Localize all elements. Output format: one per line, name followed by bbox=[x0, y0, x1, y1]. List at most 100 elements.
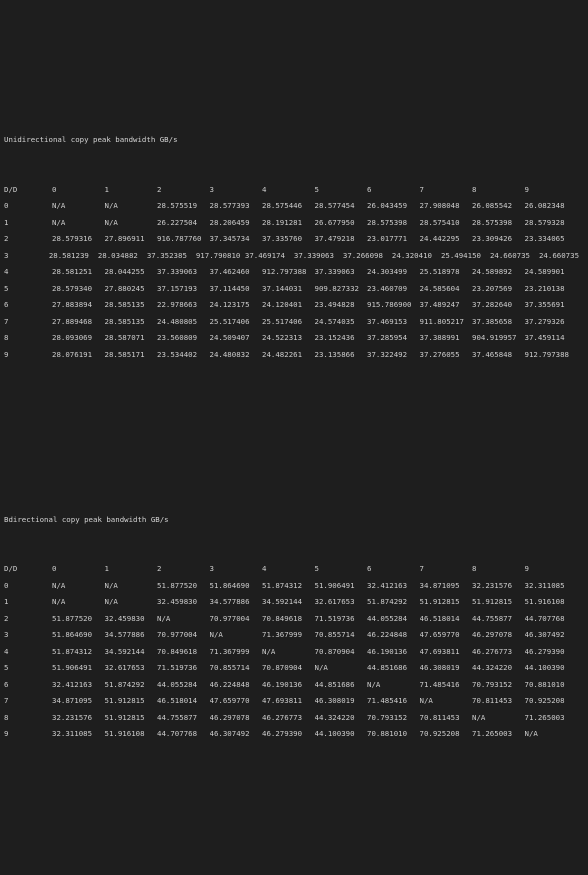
table-cell: 24.123175 bbox=[209, 300, 250, 309]
header-cell: 4 bbox=[262, 184, 267, 194]
table-cell: 34.871095 bbox=[419, 580, 460, 590]
row-label-cell: 3 bbox=[4, 630, 9, 639]
row-label-cell: 4 bbox=[4, 646, 9, 656]
table-cell: N/A bbox=[104, 597, 118, 606]
table-cell: 28.587071 bbox=[104, 333, 145, 342]
table-row: 9 28.076191 28.585171 23.534402 24.480832 24.… bbox=[4, 347, 588, 364]
table-cell: 24.589892 bbox=[472, 267, 513, 276]
header-cell: 3 bbox=[209, 184, 214, 194]
table-cell: 24.574035 bbox=[314, 316, 355, 326]
table-cell: 44.755877 bbox=[157, 712, 198, 722]
header-cell: 2 bbox=[157, 564, 162, 573]
header-cell: 9 bbox=[524, 564, 529, 573]
table-cell: 25.494150 bbox=[440, 250, 481, 260]
table-row: 5 28.579340 27.880245 37.157193 37.114450 37.… bbox=[4, 281, 588, 298]
table-cell: 24.482261 bbox=[262, 349, 303, 359]
table-cell: 28.581251 bbox=[52, 267, 93, 276]
table-cell: 26.082348 bbox=[524, 201, 565, 210]
table-cell: 51.874312 bbox=[52, 646, 93, 656]
table-cell: 70.977004 bbox=[209, 613, 250, 623]
table-cell: 22.978663 bbox=[157, 300, 198, 309]
table-bidirectional: Bdirectional copy peak bandwidth GB/s D/… bbox=[4, 479, 588, 776]
row-label-cell: 1 bbox=[4, 217, 9, 227]
table-cell: 37.489247 bbox=[419, 300, 460, 309]
table-cell: N/A bbox=[157, 613, 171, 623]
table-cell: 26.043459 bbox=[367, 201, 408, 210]
table-row: 7 27.889468 28.585135 24.480805 25.517406 25.… bbox=[4, 314, 588, 331]
table-cell: 32.459830 bbox=[157, 597, 198, 606]
table-cell: N/A bbox=[52, 201, 66, 210]
table-cell: 904.919957 bbox=[472, 333, 517, 342]
table-body: D/D 0 1 2 3 4 5 6 7 8 9 0 N/A N/A 51.877520 51.864690 51… bbox=[4, 561, 588, 743]
table-row: 4 51.874312 34.592144 70.849618 71.367999 N/A… bbox=[4, 644, 588, 661]
table-cell: 25.517406 bbox=[209, 316, 250, 326]
table-cell: N/A bbox=[367, 679, 381, 689]
table-cell: 51.877520 bbox=[157, 580, 198, 590]
table-cell: 71.367999 bbox=[209, 646, 250, 656]
table-cell: 37.352385 bbox=[146, 250, 187, 260]
table-cell: 28.585135 bbox=[104, 316, 145, 326]
table-cell: 71.265003 bbox=[472, 729, 513, 738]
row-label-cell: 9 bbox=[4, 349, 9, 359]
header-cell: 1 bbox=[104, 564, 109, 573]
row-label-cell: 6 bbox=[4, 679, 9, 689]
table-cell: 32.231576 bbox=[52, 712, 93, 722]
table-cell: 70.811453 bbox=[472, 696, 513, 705]
table-cell: 51.906491 bbox=[314, 580, 355, 590]
row-label-cell: 2 bbox=[4, 613, 9, 623]
table-cell: 34.577886 bbox=[209, 597, 250, 606]
table-row: 2 28.579316 27.896911 916.787760 37.345734 37… bbox=[4, 231, 588, 248]
table-cell: 70.855714 bbox=[314, 630, 355, 639]
table-cell: 47.693811 bbox=[419, 646, 460, 656]
row-label-cell: 1 bbox=[4, 597, 9, 606]
table-body: D/D 0 1 2 3 4 5 6 7 8 9 0 N/A N/A 28.575519 28.577393 28… bbox=[4, 182, 588, 364]
table-cell: 28.579340 bbox=[52, 283, 93, 293]
table-cell: N/A bbox=[419, 696, 433, 705]
table-cell: 46.307492 bbox=[209, 729, 250, 738]
row-label-cell: 5 bbox=[4, 283, 9, 293]
table-cell: 71.265003 bbox=[524, 712, 565, 722]
table-cell: 24.480832 bbox=[209, 349, 250, 359]
table-cell: 51.874292 bbox=[104, 679, 145, 689]
table-cell: 32.231576 bbox=[472, 580, 513, 590]
table-cell: 51.916108 bbox=[524, 597, 565, 606]
table-cell: N/A bbox=[314, 663, 328, 672]
table-cell: 70.977004 bbox=[157, 630, 198, 639]
table-cell: 51.912815 bbox=[419, 597, 460, 606]
table-cell: 37.388991 bbox=[419, 333, 460, 342]
table-cell: 46.276773 bbox=[262, 712, 303, 722]
table-cell: 37.469174 bbox=[244, 250, 285, 260]
header-cell: 6 bbox=[367, 184, 372, 194]
table-row: 1 N/A N/A 26.227504 28.206459 28.191281 26.677… bbox=[4, 215, 588, 232]
table-cell: 46.190136 bbox=[262, 679, 303, 689]
table-cell: 24.303499 bbox=[367, 267, 408, 276]
table-row: 1 N/A N/A 32.459830 34.577886 34.592144 32.617… bbox=[4, 594, 588, 611]
terminal-output: Unidirectional copy peak bandwidth GB/s … bbox=[0, 66, 588, 792]
table-cell: 51.874292 bbox=[367, 597, 408, 606]
table-cell: 37.322492 bbox=[367, 349, 408, 359]
table-cell: 23.207569 bbox=[472, 283, 513, 293]
table-cell: 51.912815 bbox=[472, 597, 513, 606]
table-cell: 909.827332 bbox=[314, 283, 360, 293]
table-cell: 44.707768 bbox=[157, 729, 198, 738]
table-cell: 27.889468 bbox=[52, 316, 93, 326]
table-cell: 51.864690 bbox=[52, 630, 93, 639]
table-cell: 26.227504 bbox=[157, 217, 198, 227]
header-cell: 9 bbox=[524, 184, 529, 194]
table-cell: 46.224848 bbox=[367, 630, 408, 639]
table-cell: 915.786900 bbox=[367, 300, 412, 309]
row-label-cell: 8 bbox=[4, 712, 9, 722]
table-row: 3 51.864690 34.577886 70.977004 N/A 71.367999… bbox=[4, 627, 588, 644]
table-cell: 28.575398 bbox=[472, 217, 513, 227]
table-cell: 917.790810 bbox=[195, 250, 241, 260]
table-title: Bdirectional copy peak bandwidth GB/s bbox=[4, 514, 169, 524]
table-cell: 46.279390 bbox=[262, 729, 303, 738]
table-cell: 51.864690 bbox=[209, 580, 250, 590]
table-cell: 916.787760 bbox=[157, 234, 202, 243]
table-row: 6 27.883894 28.585135 22.978663 24.123175 24.… bbox=[4, 297, 588, 314]
table-cell: 24.442295 bbox=[419, 234, 460, 243]
table-cell: 44.055284 bbox=[157, 679, 198, 689]
table-cell: 46.297078 bbox=[472, 630, 513, 639]
table-cell: 51.877520 bbox=[52, 613, 93, 623]
table-cell: 28.191281 bbox=[262, 217, 303, 227]
